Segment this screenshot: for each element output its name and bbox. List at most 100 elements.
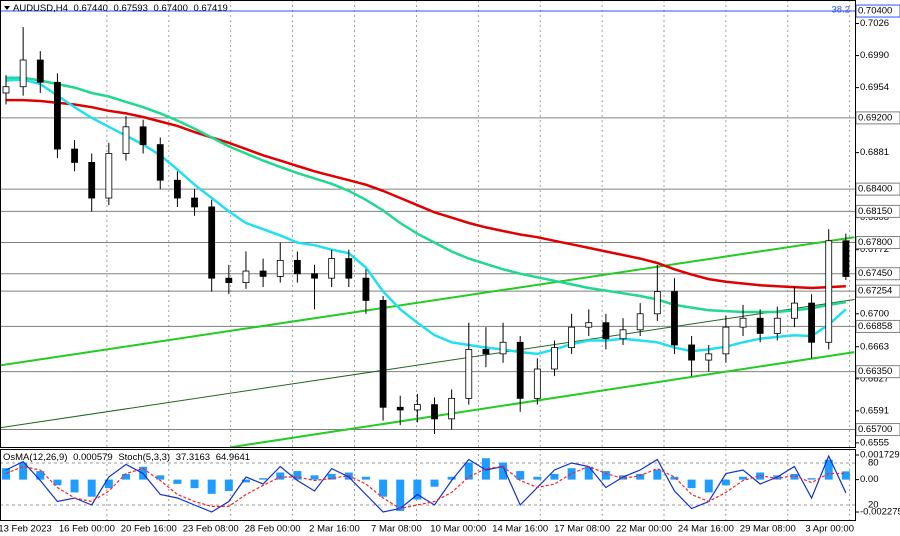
candle-body	[379, 300, 387, 408]
menu-arrow[interactable]	[4, 6, 10, 10]
level-label: 0.65700	[858, 424, 892, 435]
candle-body	[619, 329, 627, 340]
osma-bar	[276, 472, 285, 480]
candle-body	[293, 259, 301, 275]
stoch-name: Stoch(5,3,3)	[118, 452, 170, 463]
y-tick-label: 0.6954	[860, 82, 889, 93]
stoch-main-value: 37.3163	[176, 452, 210, 463]
x-tick-label: 22 Mar 00:00	[616, 524, 672, 535]
candle-body	[139, 126, 147, 146]
y-tick-label: 0.001729	[860, 450, 900, 461]
osma-bar	[104, 479, 113, 489]
candle-body	[71, 148, 78, 163]
candle-body	[88, 162, 96, 199]
osma-bar	[241, 479, 250, 483]
level-label: 0.69200	[858, 112, 892, 123]
osma-bar	[653, 469, 662, 480]
level-label: 0.66858	[858, 321, 892, 332]
candle-body	[551, 347, 558, 370]
candle-body	[208, 206, 216, 279]
candle-body	[36, 59, 44, 83]
x-tick-label: 24 Mar 16:00	[678, 524, 734, 535]
stoch-signal-value: 64.9641	[216, 452, 250, 463]
candle-body	[345, 258, 353, 279]
candle-body	[413, 404, 421, 411]
level-label: 0.66350	[858, 366, 892, 377]
y-tick-label: 0.6700	[860, 308, 889, 319]
osma-bar	[464, 462, 473, 480]
osma-bar	[190, 479, 199, 489]
candle-body	[448, 397, 456, 420]
candle-body	[688, 344, 695, 361]
level-label: 0.67450	[858, 268, 892, 279]
low-value: 0.67400	[154, 3, 188, 14]
osma-bar	[670, 476, 679, 480]
candle-body	[396, 406, 404, 411]
moving-average	[6, 98, 846, 290]
y-tick-label: 0.6663	[860, 341, 889, 352]
level-label: 0.68150	[858, 206, 892, 217]
candle-body	[825, 240, 833, 343]
candle-body	[808, 302, 815, 343]
y-tick-label: 0.6772	[860, 244, 889, 255]
candle-body	[842, 240, 850, 277]
osma-bar	[533, 476, 542, 480]
indicator-frame	[0, 449, 856, 521]
candle-body	[585, 322, 593, 328]
trend-line	[0, 299, 855, 429]
candle-body	[636, 313, 644, 331]
moving-average	[6, 76, 847, 314]
trend-line	[0, 236, 855, 367]
level-label: 0.67254	[858, 286, 892, 297]
candle-body	[311, 273, 318, 279]
osma-bar	[739, 476, 748, 480]
symbol: AUDUSD,H4	[13, 3, 68, 14]
y2-tick-label: 80	[868, 458, 879, 469]
y-tick-label: 0.6591	[860, 405, 889, 416]
osma-value: 0.000579	[73, 452, 113, 463]
x-tick-label: 29 Mar 08:00	[740, 524, 796, 535]
candle-body	[276, 259, 284, 277]
candle-body	[482, 349, 490, 355]
osma-bar	[413, 479, 422, 500]
level-label: 0.68400	[858, 184, 892, 195]
candle-body	[533, 368, 541, 399]
osma-bar	[499, 462, 508, 480]
y-tick-label: -0.002275	[860, 507, 900, 518]
osma-bar	[2, 468, 10, 480]
y-tick-label: 0.6627	[860, 373, 889, 384]
candle-body	[602, 322, 610, 340]
candle-body	[19, 59, 27, 88]
axes: 13 Feb 2023 16 Feb 00:00 20 Feb 16:00 23 Fe…	[0, 4, 900, 535]
osma-bar	[327, 473, 336, 480]
candle-body	[671, 291, 678, 346]
osma-bar	[259, 478, 268, 480]
osma-bar	[704, 479, 713, 493]
candle-body	[173, 179, 181, 199]
x-tick-label: 14 Mar 16:00	[492, 524, 548, 535]
candle-body	[191, 197, 198, 208]
osma-bar	[36, 471, 45, 480]
candle-body	[499, 341, 507, 355]
high-value: 0.67593	[114, 3, 148, 14]
osma-bar	[790, 473, 799, 480]
osma-bar	[293, 471, 302, 480]
osma-bar	[379, 479, 388, 497]
osma-bar	[361, 476, 370, 480]
open-value: 0.67440	[74, 3, 108, 14]
x-tick-label: 16 Feb 00:00	[59, 524, 115, 535]
osma-bar	[19, 462, 28, 480]
osma-bar	[396, 479, 405, 511]
close-value: 0.67419	[194, 3, 228, 14]
candle-body	[465, 349, 473, 399]
osma-bar	[207, 479, 216, 494]
candle-body	[756, 317, 764, 334]
indicator-header: OsMA(12,26,9) 0.000579 Stoch(5,3,3) 37.3…	[3, 452, 250, 463]
osma-bar	[310, 475, 319, 480]
indicator-panel	[0, 449, 855, 520]
osma-bar	[756, 472, 765, 480]
osma-bar	[447, 476, 456, 480]
x-tick-label: 17 Mar 08:00	[554, 524, 610, 535]
